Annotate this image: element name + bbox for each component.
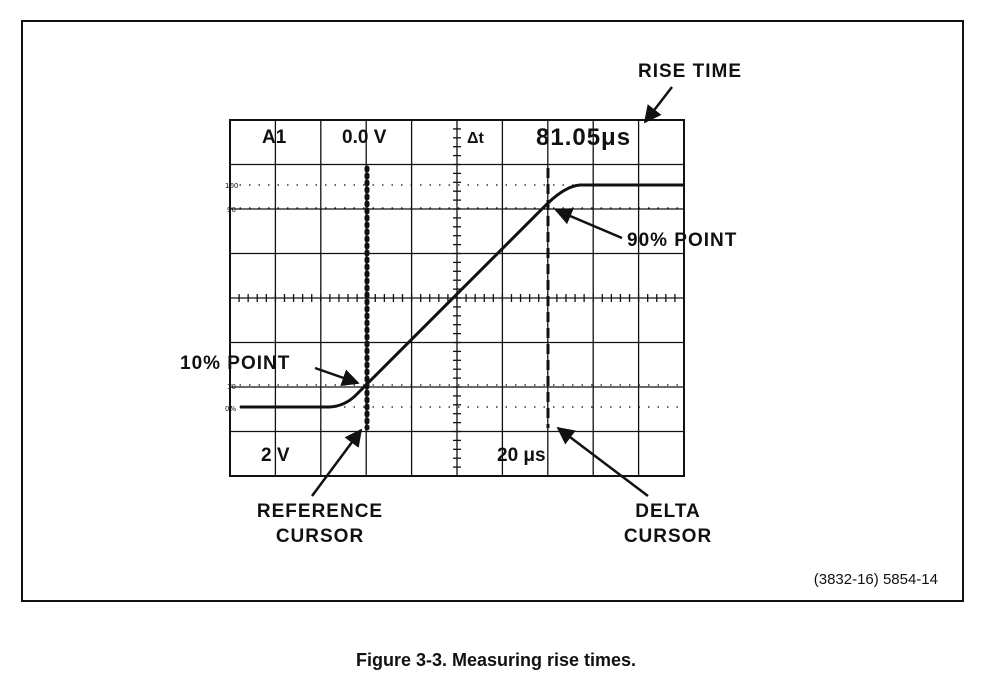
rise-time-arrow [643,86,673,124]
point-10-arrow [314,366,360,387]
figure-frame: (3832-16) 5854-14 [21,20,964,602]
graticule-mark-90: 90 [227,206,236,214]
point-10-label: 10% POINT [180,353,290,374]
point-90-label: 90% POINT [627,230,737,251]
rise-time-label: RISE TIME [638,61,742,82]
delta-t-symbol: Δt [467,130,485,147]
reference-level-readout: 0.0 V [342,127,387,148]
reference-cursor-arrow [310,428,363,497]
figure-caption: Figure 3-3. Measuring rise times. [355,650,637,670]
waveform-trace [240,183,684,409]
graticule-mark-100: 100 [225,182,238,190]
reference-cursor-label-line1: REFERENCE [257,501,383,522]
delta-cursor-arrow [556,426,649,497]
graticule-mark-0: 0% [225,405,236,413]
graticule [229,119,685,477]
delta-time-readout: 81.05μs [536,124,631,151]
graticule-mark-10: 10 [227,383,236,391]
channel-readout: A1 [262,127,287,148]
time-per-div-readout: 20 μs [497,445,546,466]
figure-id: (3832-16) 5854-14 [813,571,938,588]
volts-per-div-readout: 2 V [261,445,290,466]
reference-cursor-label-line2: CURSOR [276,526,364,547]
point-90-arrow [554,208,623,240]
delta-cursor-label-line2: CURSOR [624,526,712,547]
delta-cursor-label-line1: DELTA [635,501,701,522]
